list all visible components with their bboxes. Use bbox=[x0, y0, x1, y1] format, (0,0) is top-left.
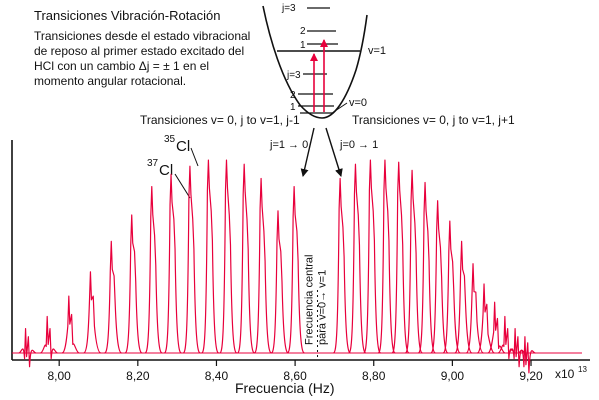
figure-title: Transiciones Vibración-Rotación bbox=[34, 8, 220, 23]
spectral-line bbox=[164, 173, 182, 354]
description-line-2: de reposo al primer estado excitado del bbox=[34, 44, 244, 58]
x-tick-label: 8,40 bbox=[205, 369, 229, 383]
spectral-line bbox=[487, 301, 506, 354]
spectral-line bbox=[287, 185, 305, 354]
cl37-mass: 37 bbox=[147, 158, 159, 169]
p-branch-arrow bbox=[300, 127, 315, 177]
spectral-line bbox=[201, 159, 220, 354]
spectral-line bbox=[377, 159, 396, 354]
spectral-line bbox=[237, 163, 255, 354]
x-tick-label: 9,00 bbox=[441, 369, 465, 383]
spectral-line bbox=[418, 181, 436, 354]
x-tick-label: 9,20 bbox=[519, 369, 543, 383]
lower-level-label-2: 2 bbox=[290, 90, 296, 101]
spectral-line bbox=[497, 315, 516, 360]
spectral-line bbox=[61, 295, 80, 354]
cl37-symbol: Cl bbox=[159, 162, 173, 179]
cl35-mass: 35 bbox=[164, 134, 176, 145]
lower-level-label-3: j=3 bbox=[286, 70, 301, 81]
spectral-line bbox=[144, 185, 163, 354]
spectral-line bbox=[405, 169, 423, 354]
r-branch-arrow bbox=[325, 127, 343, 177]
spectral-line bbox=[40, 315, 58, 360]
r-branch-arrow-label: j=0 → 1 bbox=[339, 139, 378, 151]
spectral-line bbox=[430, 200, 449, 354]
spectral-line bbox=[363, 159, 382, 354]
center-frequency-label-1: Frecuencia central bbox=[304, 255, 316, 346]
spectral-line bbox=[18, 328, 37, 368]
description-line-3: HCl con un cambio Δj = ± 1 en el bbox=[34, 59, 209, 73]
spectral-line bbox=[442, 220, 461, 354]
spectrum-series bbox=[12, 159, 582, 374]
cl35-pointer bbox=[190, 147, 199, 167]
spectral-line bbox=[476, 283, 495, 354]
x-exponent-power: 13 bbox=[578, 365, 587, 374]
x-ticks: 8,00 8,20 8,40 8,60 8,80 9,00 9,20 bbox=[48, 360, 543, 383]
cl37-pointer bbox=[174, 173, 191, 199]
x-tick-label: 8,80 bbox=[362, 369, 386, 383]
lower-state-label: v=0 bbox=[349, 97, 367, 109]
upper-state-label: v=1 bbox=[368, 45, 386, 57]
upper-level-label-2: 2 bbox=[300, 26, 306, 37]
spectral-line bbox=[348, 163, 367, 354]
spectral-line bbox=[508, 328, 526, 368]
lower-state-pointer bbox=[331, 102, 348, 114]
r-branch-label: Transiciones v= 0, j to v=1, j+1 bbox=[352, 113, 515, 127]
x-tick-label: 8,00 bbox=[48, 369, 72, 383]
description-line-1: Transiciones desde el estado vibracional bbox=[34, 29, 250, 43]
p-branch-arrow-label: j=1 → 0 bbox=[269, 139, 308, 151]
x-tick-label: 8,60 bbox=[283, 369, 307, 383]
description-line-4: momento angular rotacional. bbox=[34, 74, 186, 88]
lower-level-label-1: 1 bbox=[290, 102, 296, 113]
x-axis-title: Frecuencia (Hz) bbox=[235, 380, 335, 396]
center-frequency-label-2: para v=0→ v=1 bbox=[317, 270, 329, 345]
spectral-line bbox=[391, 161, 410, 354]
upper-level-label-1: 1 bbox=[300, 40, 306, 51]
spectral-line bbox=[270, 210, 289, 354]
cl35-symbol: Cl bbox=[176, 138, 190, 155]
x-tick-label: 8,20 bbox=[126, 369, 150, 383]
p-branch-label: Transiciones v= 0, j to v=1, j-1 bbox=[140, 113, 300, 127]
spectral-line bbox=[124, 214, 143, 354]
spectral-line bbox=[454, 240, 473, 354]
potential-well-curve bbox=[262, 5, 368, 119]
spectral-line bbox=[83, 271, 102, 354]
spectral-line bbox=[182, 165, 201, 354]
x-exponent: x10 bbox=[555, 367, 575, 381]
spectral-line bbox=[517, 336, 536, 374]
spectral-line bbox=[219, 159, 238, 354]
spectral-line bbox=[333, 177, 351, 354]
spectral-line bbox=[104, 240, 122, 354]
upper-level-label-3: j=3 bbox=[281, 3, 296, 14]
spectral-line bbox=[254, 177, 272, 354]
